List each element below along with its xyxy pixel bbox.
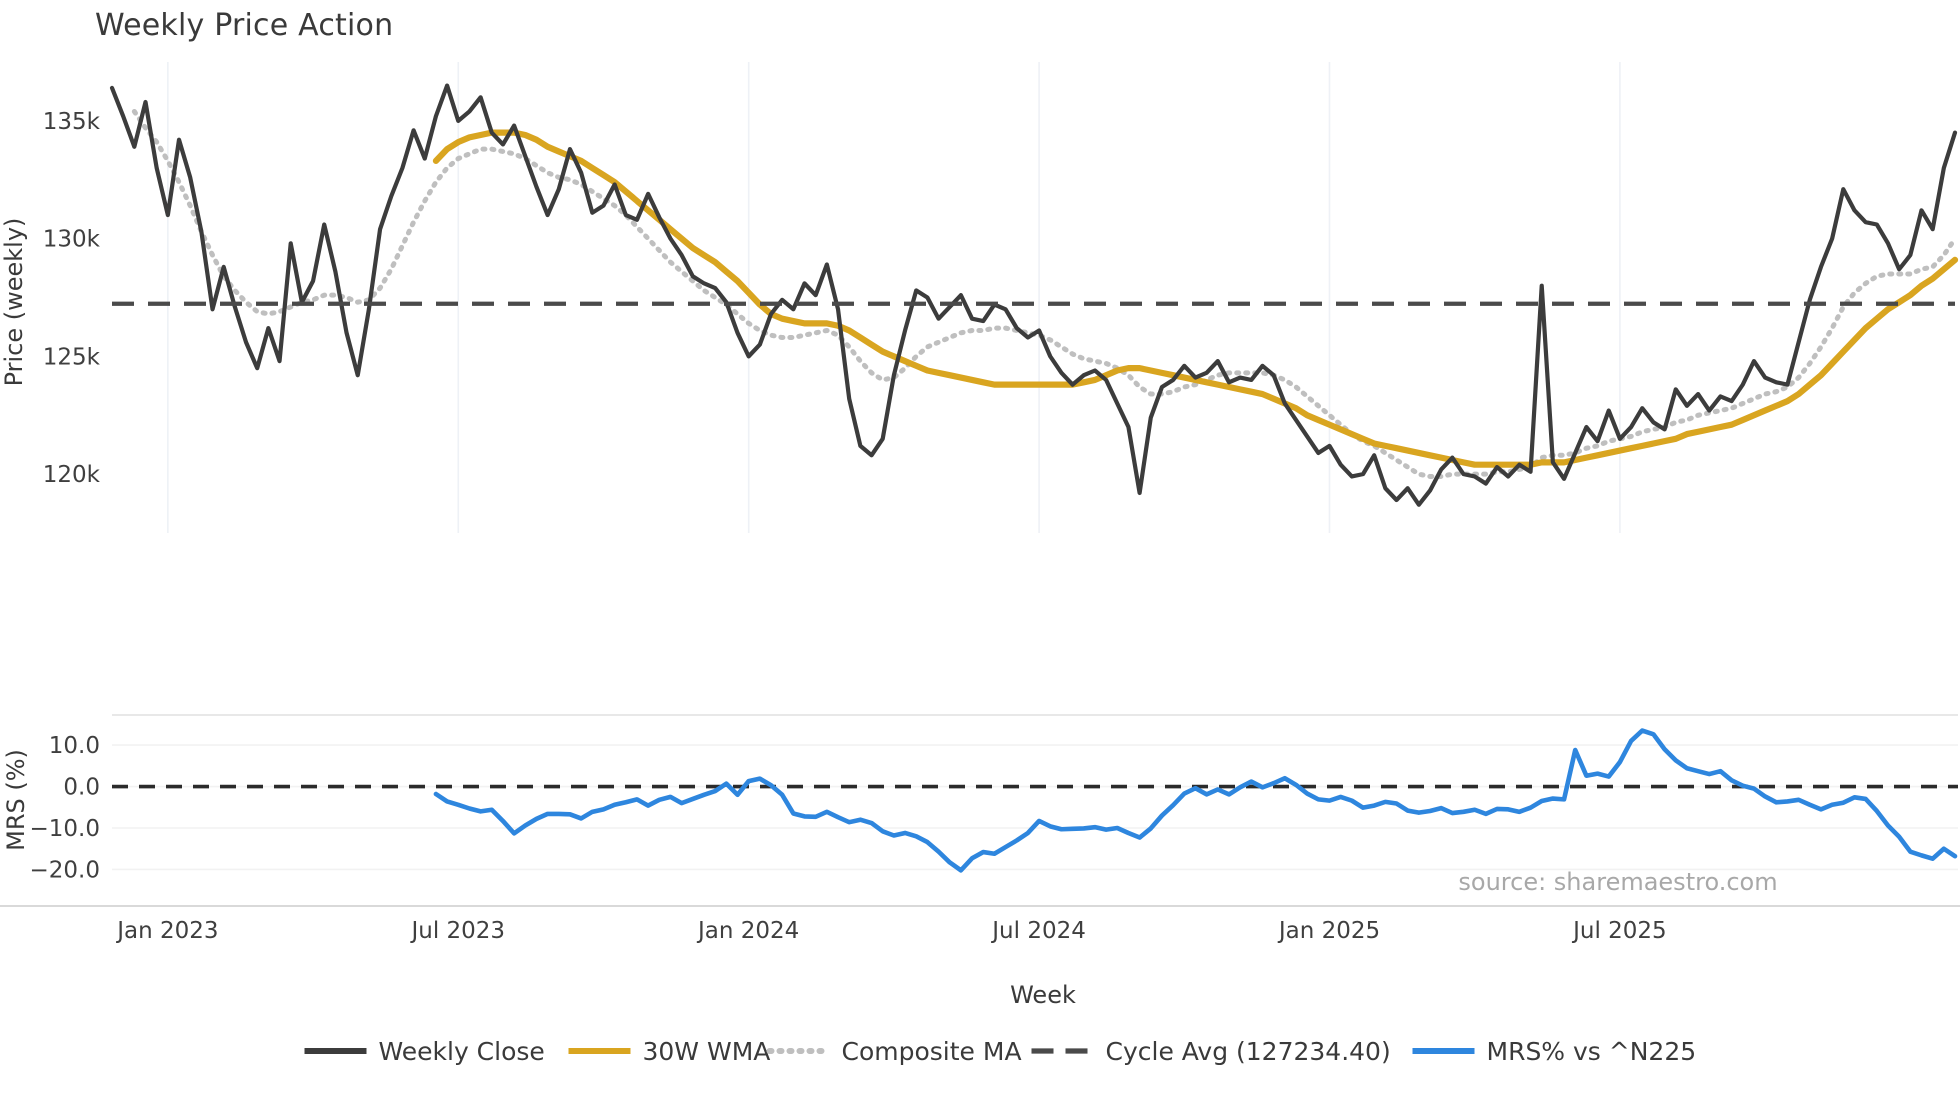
price-chart-panel: 120k 125k 130k 135k — [43, 62, 1959, 533]
mrs-y-tick-label: −20.0 — [30, 857, 100, 883]
mrs-y-tick-label: 10.0 — [49, 733, 100, 759]
price-y-axis-title: Price (weekly) — [0, 218, 28, 387]
composite-ma-line — [131, 108, 1958, 479]
x-tick-label: Jul 2025 — [1571, 918, 1667, 944]
x-tick-label: Jan 2024 — [696, 918, 799, 944]
price-y-axis-ticks: 120k 125k 130k 135k — [43, 109, 101, 488]
chart-legend: Weekly Close 30W WMA Composite MA Cycle Avg… — [304, 1037, 1697, 1066]
x-tick-label: Jul 2024 — [990, 918, 1086, 944]
mrs-series-group — [112, 728, 1958, 873]
price-gridlines — [167, 62, 1621, 533]
legend-label: Composite MA — [842, 1037, 1022, 1066]
price-y-tick-label: 130k — [43, 227, 101, 253]
weekly-close-line — [109, 83, 1958, 507]
x-tick-label: Jan 2025 — [1277, 918, 1380, 944]
mrs-y-axis-title: MRS (%) — [2, 749, 30, 851]
legend-item[interactable]: 30W WMA — [568, 1037, 771, 1066]
x-axis-title: Week — [1010, 981, 1076, 1009]
legend-label: 30W WMA — [643, 1037, 771, 1066]
legend-item[interactable]: MRS% vs ^N225 — [1412, 1037, 1697, 1066]
price-series-group — [109, 83, 1959, 507]
legend-item[interactable]: Composite MA — [766, 1037, 1022, 1066]
price-y-tick-label: 120k — [43, 462, 101, 488]
x-tick-label: Jul 2023 — [409, 918, 505, 944]
legend-label: MRS% vs ^N225 — [1487, 1037, 1697, 1066]
price-y-tick-label: 125k — [43, 344, 101, 370]
wma-line — [432, 129, 1959, 468]
legend-item[interactable]: Weekly Close — [304, 1037, 545, 1066]
x-axis-ticks: Jan 2023 Jul 2023 Jan 2024 Jul 2024 Jan 2025… — [115, 918, 1667, 944]
source-watermark: source: sharemaestro.com — [1458, 868, 1777, 896]
legend-label: Weekly Close — [379, 1037, 545, 1066]
mrs-line — [433, 728, 1958, 873]
mrs-y-axis-ticks: −20.0 −10.0 0.0 10.0 — [30, 733, 100, 883]
mrs-y-tick-label: 0.0 — [63, 775, 100, 801]
mrs-chart-panel: −20.0 −10.0 0.0 10.0 — [0, 714, 1960, 907]
legend-label: Cycle Avg (127234.40) — [1106, 1037, 1391, 1066]
legend-item[interactable]: Cycle Avg (127234.40) — [1031, 1037, 1391, 1066]
price-y-tick-label: 135k — [43, 109, 101, 135]
page-title: Weekly Price Action — [95, 8, 394, 43]
x-tick-label: Jan 2023 — [115, 918, 218, 944]
mrs-y-tick-label: −10.0 — [30, 816, 100, 842]
